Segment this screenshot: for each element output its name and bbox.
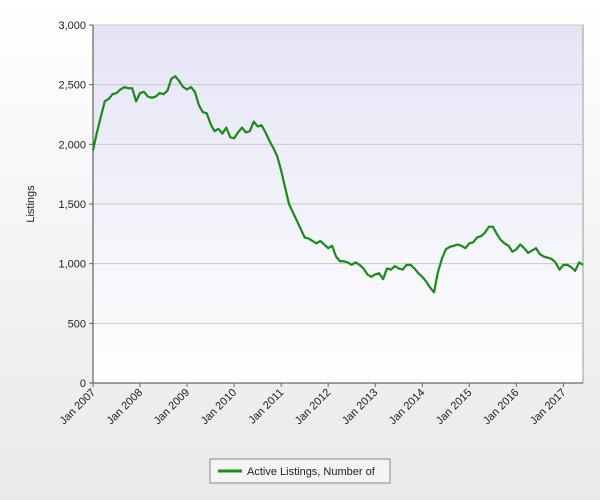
y-tick-label: 1,000 bbox=[58, 259, 86, 271]
y-tick-label: 500 bbox=[68, 318, 86, 330]
legend-label: Active Listings, Number of bbox=[247, 466, 376, 478]
y-tick-label: 1,500 bbox=[58, 199, 86, 211]
y-axis-label: Listings bbox=[25, 185, 37, 223]
y-tick-label: 3,000 bbox=[58, 20, 86, 32]
y-tick-label: 2,500 bbox=[58, 80, 86, 92]
y-tick-label: 0 bbox=[80, 378, 86, 390]
legend: Active Listings, Number of bbox=[209, 458, 391, 484]
y-tick-label: 2,000 bbox=[58, 139, 86, 151]
series-line bbox=[91, 75, 584, 294]
